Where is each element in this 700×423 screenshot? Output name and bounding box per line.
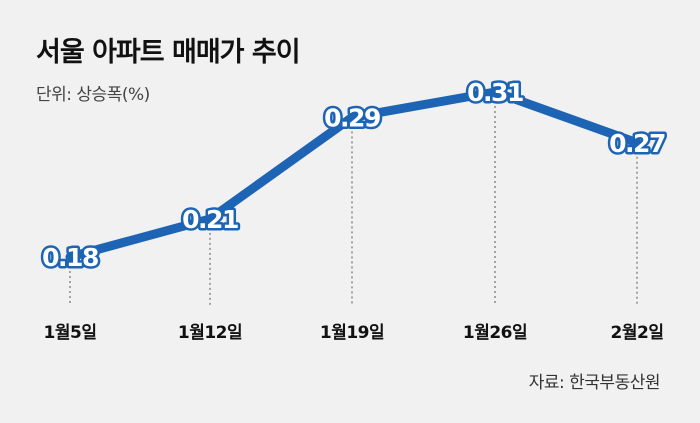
data-label-3: 0.31 (467, 78, 523, 107)
x-tick-label-3: 1월26일 (463, 323, 527, 343)
x-tick-label-4: 2월2일 (611, 323, 664, 343)
x-tick-label-2: 1월19일 (320, 323, 384, 343)
x-tick-label-1: 1월12일 (178, 323, 242, 343)
guide-lines (69, 106, 638, 305)
data-label-0: 0.18 (42, 243, 98, 272)
data-label-4: 0.27 (609, 129, 665, 158)
series-line (65, 87, 642, 262)
data-labels: 0.18 0.21 0.29 0.31 0.27 (40, 76, 669, 275)
data-label-1: 0.21 (182, 205, 238, 234)
chart-title: 서울 아파트 매매가 추이 (36, 37, 301, 68)
data-label-2: 0.29 (324, 103, 380, 132)
x-axis-labels: 1월5일 1월12일 1월19일 1월26일 2월2일 (44, 323, 664, 343)
x-tick-label-0: 1월5일 (44, 323, 97, 343)
unit-label: 단위: 상승폭(%) (36, 85, 150, 105)
source-note: 자료: 한국부동산원 (528, 373, 661, 393)
